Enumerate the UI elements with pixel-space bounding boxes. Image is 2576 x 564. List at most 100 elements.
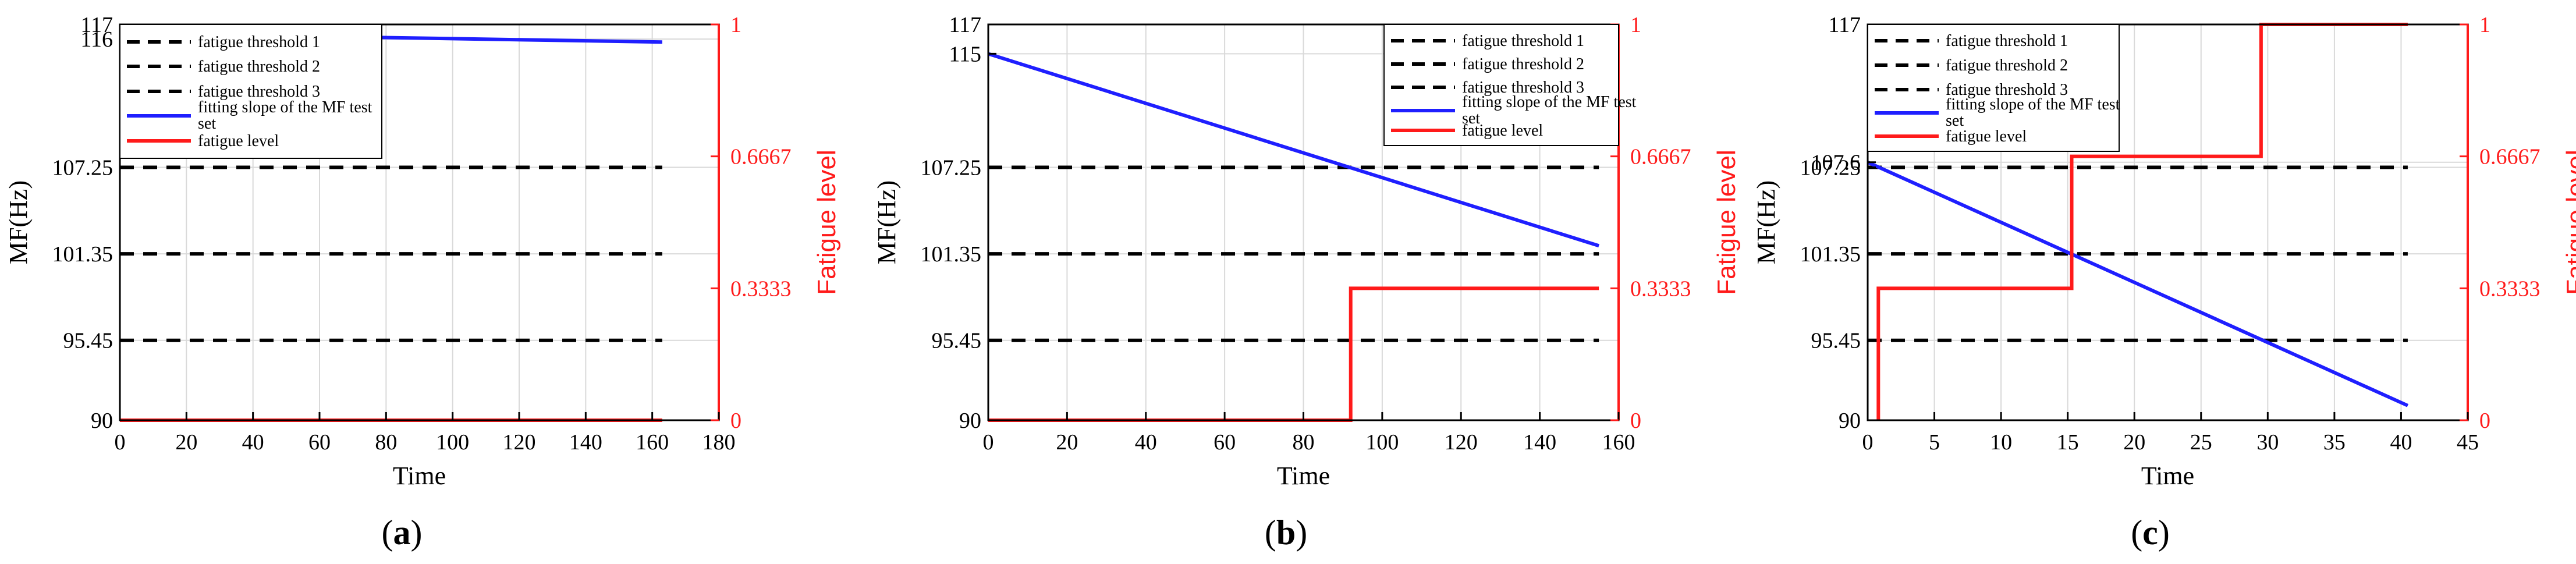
x-tick-label: 40 <box>242 430 264 455</box>
y-right-axis-title: Fatigue level <box>2561 150 2576 295</box>
chart-panel-a: 0 20 40 60 80 100 120 140 160 180 90 95.45 101.35 107… <box>4 13 841 552</box>
fitting-slope-line <box>1867 161 2409 407</box>
x-tick-label: 20 <box>2123 430 2145 455</box>
chart-panel-c: 0 5 10 15 20 25 30 35 40 459095.45101.35107.25107… <box>1752 13 2576 552</box>
legend-label: fatigue threshold 2 <box>198 58 320 76</box>
y-left-tick-label: 95.45 <box>1811 329 1861 353</box>
legend-label: fatigue threshold 1 <box>1462 32 1584 50</box>
y-right-tick-label: 0.6667 <box>1630 145 1691 169</box>
x-tick-label: 60 <box>308 430 331 455</box>
x-tick-label: 0 <box>1862 430 1874 455</box>
x-tick-label: 120 <box>503 430 536 455</box>
x-tick-label: 20 <box>175 430 197 455</box>
y-left-tick-label: 101.35 <box>921 242 982 267</box>
legend-label: fatigue level <box>198 132 279 150</box>
x-tick-label: 180 <box>702 430 736 455</box>
y-right-tick-label: 0.6667 <box>730 145 792 169</box>
y-left-tick-label: 116 <box>80 27 113 52</box>
y-right-tick-label: 0.6667 <box>2479 145 2540 169</box>
y-right-tick-label: 1 <box>2479 13 2490 37</box>
chart-panel-b: 0 20 40 60 80 100 120 140 160 90 95.45 101.35 107.25… <box>872 13 1741 552</box>
legend-label: fatigue threshold 2 <box>1462 55 1584 73</box>
legend: fatigue threshold 1 fatigue threshold 2 fa… <box>1383 24 1637 146</box>
x-tick-label: 120 <box>1445 430 1478 455</box>
x-tick-label: 80 <box>1293 430 1315 455</box>
x-tick-label: 140 <box>1523 430 1556 455</box>
panel-caption: (c) <box>2131 513 2170 552</box>
caption-letter: c <box>2142 513 2158 552</box>
x-tick-label: 35 <box>2323 430 2346 455</box>
y-left-axis-title: MF(Hz) <box>4 180 33 264</box>
y-right-tick-label: 1 <box>730 13 741 37</box>
legend-box <box>1867 24 2120 152</box>
y-left-tick-label: 107.25 <box>921 156 982 180</box>
y-left-tick-label: 117 <box>1828 13 1861 37</box>
fitting-slope-line <box>988 52 1600 248</box>
legend-label: fatigue threshold 1 <box>1946 32 2068 50</box>
y-left-tick-label: 107.6 <box>1811 151 1861 175</box>
x-tick-label: 5 <box>1929 430 1940 455</box>
x-tick-label: 40 <box>1135 430 1157 455</box>
caption-paren-open: ( <box>2131 513 2142 552</box>
y-right-tick-label: 0.3333 <box>1630 276 1691 301</box>
x-axis-title: Time <box>1277 462 1330 490</box>
x-tick-label: 160 <box>1602 430 1635 455</box>
y-left-tick-label: 101.35 <box>1800 242 1861 267</box>
x-tick-label: 45 <box>2457 430 2479 455</box>
panel-caption: (b) <box>1265 513 1307 552</box>
caption-paren-close: ) <box>1296 513 1307 552</box>
y-left-axis-title: MF(Hz) <box>872 180 901 264</box>
legend-label: fatigue level <box>1462 122 1543 140</box>
y-right-tick-label: 1 <box>1630 13 1641 37</box>
y-left-tick-label: 117 <box>80 13 113 37</box>
caption-paren-close: ) <box>2158 513 2170 552</box>
y-right-tick-label: 0.3333 <box>2479 276 2540 301</box>
x-tick-label: 20 <box>1056 430 1078 455</box>
y-right-tick-label: 0 <box>730 409 741 433</box>
x-axis-title: Time <box>393 462 446 490</box>
y-right-tick-label: 0.3333 <box>730 276 792 301</box>
legend-label: fitting slope of the MF test set <box>198 98 372 133</box>
legend-label: fatigue threshold 2 <box>1946 56 2068 75</box>
legend-box <box>1383 24 1619 146</box>
caption-paren-open: ( <box>382 513 393 552</box>
x-tick-label: 0 <box>115 430 126 455</box>
y-left-axis-title: MF(Hz) <box>1752 180 1780 264</box>
y-left-tick-label: 107.25 <box>52 156 113 180</box>
legend-box <box>119 24 382 159</box>
x-tick-label: 100 <box>1365 430 1399 455</box>
y-left-tick-label: 95.45 <box>63 329 113 353</box>
y-right-tick-label: 0 <box>2479 409 2490 433</box>
panel-caption: (a) <box>382 513 423 552</box>
y-right-axis-title: Fatigue level <box>1712 150 1741 295</box>
caption-paren-close: ) <box>411 513 423 552</box>
y-left-tick-label: 90 <box>959 409 981 433</box>
legend-label: fitting slope of the MF test set <box>1946 95 2120 130</box>
x-tick-label: 25 <box>2190 430 2212 455</box>
x-tick-label: 140 <box>569 430 602 455</box>
legend-label: fatigue threshold 3 <box>198 83 320 101</box>
x-tick-label: 60 <box>1214 430 1236 455</box>
y-left-tick-label: 115 <box>949 42 981 66</box>
y-left-tick-label: 107.25 <box>1800 156 1861 180</box>
fatigue-level-line <box>988 286 1599 422</box>
y-right-axis-title: Fatigue level <box>812 150 841 295</box>
x-tick-label: 160 <box>636 430 669 455</box>
x-tick-label: 10 <box>1990 430 2012 455</box>
legend-label: fitting slope of the MF test set <box>1462 93 1637 127</box>
legend-label: fatigue threshold 3 <box>1946 81 2068 99</box>
y-left-tick-label: 117 <box>949 13 981 37</box>
legend: fatigue threshold 1 fatigue threshold 2 fa… <box>1867 24 2120 152</box>
x-axis-title: Time <box>2141 462 2194 490</box>
x-tick-label: 30 <box>2256 430 2279 455</box>
y-left-tick-label: 90 <box>1839 409 1861 433</box>
y-left-tick-label: 90 <box>91 409 113 433</box>
y-right-tick-label: 0 <box>1630 409 1641 433</box>
caption-letter: b <box>1276 513 1296 552</box>
legend-label: fatigue threshold 1 <box>198 33 320 51</box>
x-tick-label: 15 <box>2057 430 2079 455</box>
legend-label: fatigue threshold 3 <box>1462 79 1584 97</box>
caption-paren-open: ( <box>1265 513 1276 552</box>
